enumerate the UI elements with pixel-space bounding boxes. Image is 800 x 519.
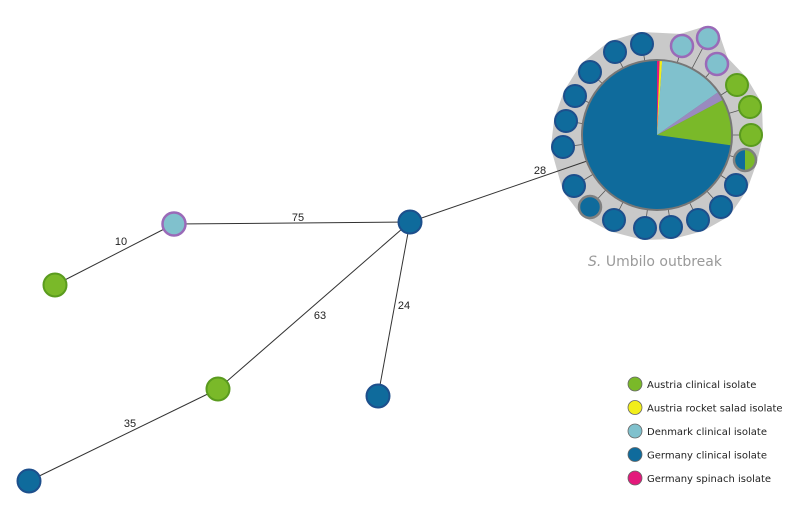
- legend-swatch: [627, 447, 643, 462]
- node: [739, 123, 763, 147]
- edges: [28, 159, 591, 482]
- legend-swatch: [627, 376, 643, 392]
- node: [603, 40, 627, 64]
- legend-swatch: [627, 470, 643, 486]
- pie-slice: [657, 61, 718, 135]
- node: [630, 32, 654, 56]
- legend-label: Austria rocket salad isolate: [647, 404, 783, 415]
- edge-label: 35: [124, 418, 136, 430]
- node: [602, 208, 626, 232]
- node: [554, 109, 578, 133]
- edge: [217, 221, 411, 390]
- node: [709, 195, 733, 219]
- node: [725, 73, 749, 97]
- node: [659, 215, 683, 239]
- node: [563, 84, 587, 108]
- node: [669, 33, 695, 59]
- pie-slice: [657, 92, 723, 135]
- cluster-name: Umbilo outbreak: [606, 254, 723, 270]
- node: [551, 135, 575, 159]
- legend-label: Denmark clinical isolate: [647, 427, 767, 438]
- legend-swatch: [627, 400, 643, 415]
- node: [365, 383, 391, 409]
- edge-label: 75: [292, 212, 304, 224]
- node-part: [735, 150, 745, 170]
- node: [738, 95, 762, 119]
- edge: [54, 223, 175, 286]
- node: [704, 51, 730, 77]
- edge: [28, 388, 219, 482]
- pie-slice: [657, 100, 731, 146]
- node: [724, 173, 748, 197]
- pie-slice: [657, 61, 660, 135]
- edge-label: 28: [534, 165, 546, 177]
- edge: [173, 221, 411, 225]
- legend: Austria clinical isolate Austria rocket s…: [627, 376, 783, 486]
- legend-label: Germany clinical isolate: [647, 451, 767, 462]
- node: [686, 208, 710, 232]
- legend-label: Germany spinach isolate: [647, 474, 771, 485]
- cluster: [551, 25, 763, 240]
- node: [161, 211, 187, 237]
- node: [695, 25, 721, 51]
- node: [16, 468, 42, 494]
- pie-slice: [582, 61, 731, 209]
- node: [577, 194, 603, 220]
- edge-label: 24: [398, 300, 410, 312]
- cluster-label: S. Umbilo outbreak: [588, 254, 723, 270]
- node: [633, 216, 657, 240]
- edge: [377, 221, 411, 397]
- edge: [409, 159, 591, 223]
- node: [578, 60, 602, 84]
- edge-label: 63: [314, 310, 326, 322]
- node: [42, 272, 68, 298]
- node: [397, 209, 423, 235]
- species: S.: [588, 254, 601, 270]
- node: [205, 376, 231, 402]
- edge-label: 10: [115, 236, 127, 248]
- node: [562, 174, 586, 198]
- pie-slice: [657, 61, 663, 136]
- legend-swatch: [627, 423, 643, 439]
- legend-label: Austria clinical isolate: [647, 380, 756, 391]
